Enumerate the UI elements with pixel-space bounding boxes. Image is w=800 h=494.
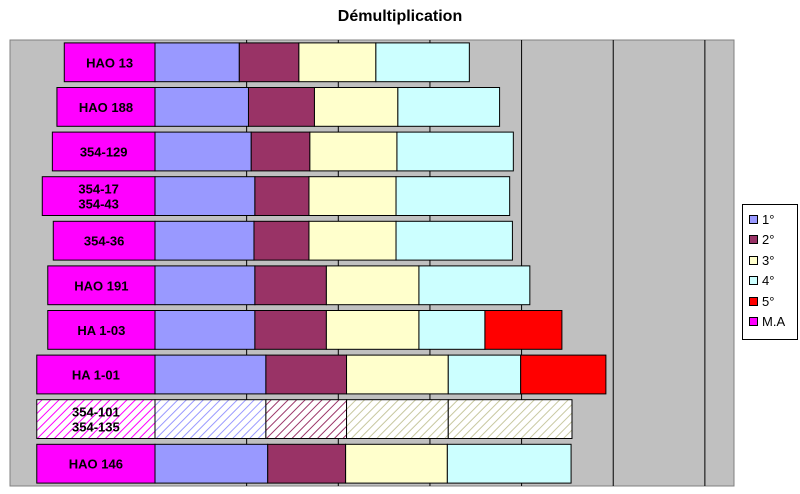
category-label: HA 1-03 [77,323,125,338]
bar-segment-ma [47,265,156,306]
bar-segment-3 [325,265,420,306]
bar-segment-ma [36,443,156,484]
legend-label: 4° [762,273,775,289]
bar-segment-ma [63,42,156,83]
bar-segment-1 [154,131,252,172]
bar-segment-4 [396,131,514,172]
bar-segment-4 [418,265,531,306]
legend-swatch [749,255,758,265]
bar-segment-1 [154,309,256,350]
bar-segment-4 [447,354,522,395]
bar-segment-2 [250,131,311,172]
bar-segment-2 [267,443,347,484]
bar-segment-2 [254,265,327,306]
legend-item: M.A [749,312,797,333]
bar-group: HAO 13 [63,42,470,83]
legend-label: M.A [762,314,786,330]
category-label: HAO 188 [79,100,133,115]
bar-group: HAO 146 [36,443,572,484]
bar-segment-5 [484,309,563,350]
bar-group: HAO 188 [56,86,501,127]
legend-swatch [749,214,758,224]
bar-segment-3 [345,443,448,484]
category-label: 354-17 354-43 [78,182,118,212]
category-label: 354-101 354-135 [72,405,120,435]
bar-segment-2 [265,354,348,395]
legend-swatch [749,296,758,306]
bar-group: HA 1-03 [47,309,563,350]
bar-segment-4 [395,220,513,261]
bar-segment-1 [154,265,256,306]
bar-group: HAO 191 [47,265,531,306]
bar-segment-3 [346,399,449,440]
bar-segment-4 [446,443,572,484]
bar-segment-1 [154,220,255,261]
bar-segment-ma [51,131,156,172]
bar-segment-1 [154,42,240,83]
legend-swatch [749,276,758,286]
bar-segment-1 [154,176,256,217]
bar-group: 354-129 [51,131,514,172]
category-label: HAO 13 [86,55,133,70]
bar-segment-3 [298,42,377,83]
legend-swatch [749,317,758,327]
bar-group: 354-17 354-43 [41,176,511,217]
bar-segment-2 [254,309,327,350]
bar-group: 354-36 [52,220,513,261]
bar-segment-2 [247,86,315,127]
bar-segment-2 [238,42,300,83]
bar-segment-3 [309,131,398,172]
bar-segment-ma [47,309,156,350]
category-label: HAO 191 [74,278,128,293]
bar-segment-3 [308,176,397,217]
category-label: 354-129 [80,145,128,160]
bar-segment-1 [154,86,249,127]
category-label: 354-36 [84,234,124,249]
bar-segment-1 [154,399,267,440]
legend-item: 2° [749,230,797,251]
bar-group: HA 1-01 [36,354,607,395]
bar-segment-ma [52,220,156,261]
bar-segment-ma [56,86,156,127]
bar-segment-ma [36,399,156,440]
bar-segment-4 [418,309,486,350]
category-label: HAO 146 [69,457,123,472]
bar-segment-3 [313,86,399,127]
legend-item: 3° [749,250,797,271]
bar-segment-4 [395,176,511,217]
bar-segment-1 [154,354,267,395]
bar-segment-4 [447,399,573,440]
bar-segment-2 [265,399,348,440]
legend-item: 5° [749,291,797,312]
bar-segment-3 [325,309,420,350]
chart-legend: 1° 2° 3° 4° 5° M.A [742,204,798,340]
legend-label: 3° [762,252,775,268]
legend-label: 1° [762,211,775,227]
legend-label: 2° [762,232,775,248]
bar-segment-3 [346,354,449,395]
chart-title: Démultiplication [337,8,463,25]
bar-group: 354-101 354-135 [36,399,573,440]
bar-segment-2 [253,220,310,261]
legend-label: 5° [762,293,775,309]
bar-segment-4 [397,86,501,127]
bar-segment-5 [520,354,607,395]
bar-segment-ma [41,176,156,217]
bar-segment-2 [254,176,310,217]
legend-swatch [749,235,758,245]
legend-item: 4° [749,271,797,292]
bar-segment-4 [375,42,470,83]
bar-segment-3 [308,220,397,261]
legend-item: 1° [749,209,797,230]
bar-segment-1 [154,443,269,484]
category-label: HA 1-01 [72,368,120,383]
